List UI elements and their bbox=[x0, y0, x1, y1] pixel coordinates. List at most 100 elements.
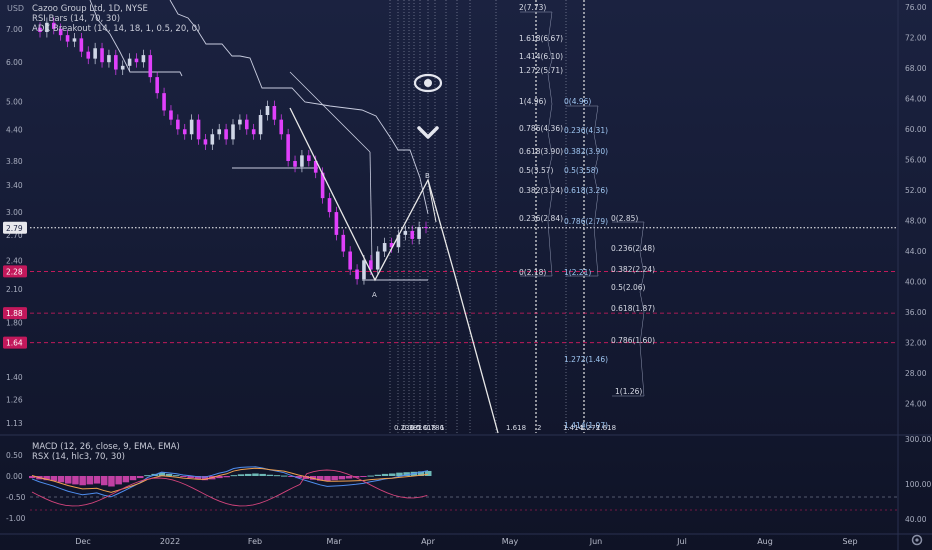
candle-body bbox=[327, 198, 332, 213]
price-badge bbox=[3, 336, 27, 349]
macd-histogram-bar bbox=[158, 472, 166, 476]
time-fib-label: 0.382 bbox=[402, 424, 422, 432]
macd-histogram-bar bbox=[50, 476, 58, 482]
candle-body bbox=[272, 105, 277, 120]
fib-level-label: 0(2.18) bbox=[519, 268, 546, 277]
macd-histogram-bar bbox=[295, 476, 302, 479]
candle-body bbox=[38, 27, 42, 32]
macd-histogram-bar bbox=[331, 476, 338, 481]
macd-line bbox=[31, 466, 429, 498]
macd-histogram-bar bbox=[273, 475, 281, 477]
candle-body bbox=[169, 110, 173, 120]
right-tick-label: 76.00 bbox=[905, 3, 927, 12]
fib-level-label: 1.618(6.67) bbox=[519, 34, 563, 43]
price-badge bbox=[3, 307, 27, 320]
candle-body bbox=[375, 251, 380, 270]
time-fib-label: 0.236 bbox=[394, 424, 415, 432]
legend-symbol: Cazoo Group Ltd, 1D, NYSE bbox=[32, 4, 148, 14]
time-fib-label: 1.414 bbox=[563, 424, 584, 432]
price-badge-label: 1.64 bbox=[6, 339, 23, 348]
macd-histogram-bar bbox=[86, 476, 94, 485]
x-tick-label: Feb bbox=[248, 537, 262, 546]
candle-body bbox=[341, 234, 346, 252]
macd-histogram-bar bbox=[187, 476, 194, 479]
candle-body bbox=[334, 212, 339, 235]
fib-right-label: 0.236(2.48) bbox=[611, 244, 655, 253]
fib-mid-label: 0.382(3.90) bbox=[564, 147, 608, 156]
fib-level-label: 0.618(3.90) bbox=[519, 147, 563, 156]
fib-mid-label: 0.786(2.79) bbox=[564, 217, 608, 226]
eye-outline bbox=[413, 73, 443, 93]
macd-histogram-bar bbox=[360, 476, 367, 477]
fib-level-label: 0.5(3.57) bbox=[519, 166, 554, 175]
macd-histogram-bar bbox=[165, 473, 173, 476]
time-fib-label: 1.618 bbox=[596, 424, 616, 432]
eye-pupil bbox=[424, 79, 432, 87]
time-fib-label: 0.786 bbox=[424, 424, 445, 432]
legend-rsx: RSX (14, hlc3, 70, 30) bbox=[32, 452, 125, 462]
x-tick-label: 2022 bbox=[160, 537, 180, 546]
candle-body bbox=[244, 119, 249, 130]
legend-macd: MACD (12, 26, close, 9, EMA, EMA) bbox=[32, 442, 180, 452]
fib-bracket-mid bbox=[566, 105, 599, 277]
y-tick-label: 2.70 bbox=[6, 231, 23, 240]
price-badge-label: 2.28 bbox=[6, 267, 23, 276]
macd-histogram-bar bbox=[396, 472, 403, 476]
adx-breakout-line bbox=[169, 0, 429, 215]
candle-body bbox=[45, 22, 49, 32]
candle-body bbox=[120, 65, 125, 70]
right-tick-label: 72.00 bbox=[905, 34, 927, 43]
fib-mid-label: 0(4.96) bbox=[564, 97, 591, 106]
fib-right-label: 0.786(1.60) bbox=[611, 336, 655, 345]
macd-histogram-bar bbox=[144, 475, 151, 477]
rsx-y-tick: 40.00 bbox=[905, 515, 927, 524]
macd-histogram-bar bbox=[194, 476, 202, 480]
label-a: A bbox=[372, 291, 377, 299]
macd-histogram-bar bbox=[266, 474, 274, 476]
macd-y-tick: 0.00 bbox=[6, 472, 23, 481]
y-tick-label: 5.00 bbox=[6, 98, 23, 107]
candle-body bbox=[389, 243, 394, 248]
macd-histogram-bar bbox=[367, 475, 374, 477]
x-tick-label: Jun bbox=[589, 537, 603, 546]
right-tick-label: 56.00 bbox=[905, 156, 927, 165]
macd-histogram-bar bbox=[108, 476, 115, 487]
y-tick-label: 1.26 bbox=[6, 396, 23, 405]
macd-histogram-bar bbox=[65, 476, 72, 484]
main-legend: Cazoo Group Ltd, 1D, NYSE RSI Bars (14, … bbox=[32, 4, 200, 34]
candle-body bbox=[141, 55, 146, 63]
eye-icon bbox=[413, 73, 443, 93]
price-badge-label: 1.88 bbox=[6, 309, 23, 318]
candle-body bbox=[134, 58, 139, 63]
candle-body bbox=[100, 48, 104, 63]
candle-body bbox=[182, 129, 187, 135]
candle-body bbox=[65, 35, 70, 42]
y-tick-label: 3.80 bbox=[6, 157, 23, 166]
macd-histogram-bar bbox=[425, 470, 432, 476]
candle-body bbox=[258, 115, 263, 135]
gear-icon[interactable] bbox=[910, 533, 924, 547]
y-tick-label: 3.00 bbox=[6, 208, 23, 217]
candle-body bbox=[382, 243, 387, 252]
right-tick-label: 40.00 bbox=[905, 278, 927, 287]
candle-body bbox=[403, 230, 408, 235]
fib-level-label: 0.382(3.24) bbox=[519, 186, 563, 195]
candle-body bbox=[127, 58, 132, 66]
candle-body bbox=[196, 119, 201, 140]
right-tick-label: 48.00 bbox=[905, 217, 927, 226]
candle-body bbox=[189, 119, 194, 135]
rsx-line bbox=[31, 469, 428, 507]
macd-histogram-bar bbox=[129, 476, 137, 481]
macd-histogram-bar bbox=[237, 474, 245, 476]
macd-histogram-bar bbox=[201, 476, 209, 481]
macd-histogram-bar bbox=[345, 476, 353, 479]
macd-histogram-bar bbox=[29, 476, 36, 479]
rsx-y-tick: 100.00 bbox=[905, 480, 931, 489]
projection-branch bbox=[427, 179, 437, 223]
time-fib-label: 2 bbox=[537, 424, 541, 432]
macd-histogram-bar bbox=[259, 473, 266, 476]
sub-legend: MACD (12, 26, close, 9, EMA, EMA) RSX (1… bbox=[32, 442, 180, 462]
candle-body bbox=[307, 155, 311, 161]
macd-histogram-bar bbox=[93, 476, 101, 484]
